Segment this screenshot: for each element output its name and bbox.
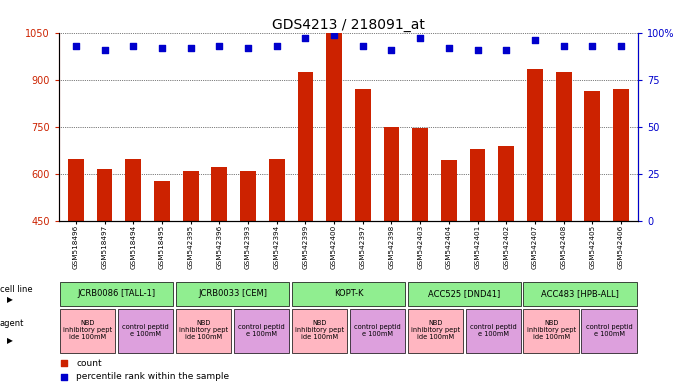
FancyBboxPatch shape: [524, 309, 579, 353]
Text: JCRB0033 [CEM]: JCRB0033 [CEM]: [198, 289, 267, 298]
Point: [300, 35, 311, 41]
Bar: [527, 69, 543, 221]
Point: [586, 43, 598, 49]
Point: [501, 46, 512, 53]
Bar: [555, 72, 571, 221]
Bar: [297, 72, 313, 221]
Point: [558, 43, 569, 49]
Point: [99, 46, 110, 53]
Bar: [68, 159, 83, 221]
Text: cell line: cell line: [0, 285, 32, 294]
Point: [386, 46, 397, 53]
Bar: [240, 171, 256, 221]
Point: [357, 43, 368, 49]
FancyBboxPatch shape: [292, 309, 347, 353]
Text: NBD
inhibitory pept
ide 100mM: NBD inhibitory pept ide 100mM: [411, 320, 460, 340]
Text: control peptid
e 100mM: control peptid e 100mM: [238, 324, 285, 337]
Text: ▶: ▶: [7, 295, 13, 304]
FancyBboxPatch shape: [118, 309, 173, 353]
FancyBboxPatch shape: [60, 309, 115, 353]
FancyBboxPatch shape: [466, 309, 521, 353]
Point: [615, 43, 627, 49]
Point: [214, 43, 225, 49]
Point: [415, 35, 426, 41]
Bar: [183, 170, 199, 221]
Bar: [441, 160, 457, 221]
Bar: [384, 127, 400, 221]
Bar: [211, 167, 227, 221]
Point: [59, 374, 70, 380]
Point: [70, 43, 81, 49]
Text: percentile rank within the sample: percentile rank within the sample: [76, 372, 229, 381]
Bar: [498, 146, 514, 221]
Bar: [126, 159, 141, 221]
Text: NBD
inhibitory pept
ide 100mM: NBD inhibitory pept ide 100mM: [526, 320, 576, 340]
Point: [185, 45, 196, 51]
Text: ACC525 [DND41]: ACC525 [DND41]: [428, 289, 500, 298]
Title: GDS4213 / 218091_at: GDS4213 / 218091_at: [272, 18, 425, 31]
Text: count: count: [76, 359, 101, 368]
Point: [472, 46, 483, 53]
Text: NBD
inhibitory pept
ide 100mM: NBD inhibitory pept ide 100mM: [63, 320, 112, 340]
Text: agent: agent: [0, 319, 24, 328]
Bar: [413, 128, 428, 221]
Point: [271, 43, 282, 49]
Bar: [584, 91, 600, 221]
Text: control peptid
e 100mM: control peptid e 100mM: [470, 324, 517, 337]
Point: [157, 45, 168, 51]
Text: JCRB0086 [TALL-1]: JCRB0086 [TALL-1]: [77, 289, 156, 298]
Bar: [97, 169, 112, 221]
Point: [59, 360, 70, 366]
Point: [128, 43, 139, 49]
Point: [529, 37, 540, 43]
FancyBboxPatch shape: [524, 282, 637, 306]
Text: control peptid
e 100mM: control peptid e 100mM: [122, 324, 169, 337]
Bar: [613, 89, 629, 221]
Text: ▶: ▶: [7, 336, 13, 345]
Bar: [326, 33, 342, 221]
Text: ACC483 [HPB-ALL]: ACC483 [HPB-ALL]: [542, 289, 619, 298]
FancyBboxPatch shape: [176, 282, 289, 306]
Point: [328, 31, 339, 38]
FancyBboxPatch shape: [350, 309, 405, 353]
Point: [444, 45, 455, 51]
FancyBboxPatch shape: [408, 282, 521, 306]
Text: NBD
inhibitory pept
ide 100mM: NBD inhibitory pept ide 100mM: [295, 320, 344, 340]
Bar: [269, 159, 284, 221]
FancyBboxPatch shape: [292, 282, 405, 306]
FancyBboxPatch shape: [176, 309, 231, 353]
Point: [242, 45, 253, 51]
Text: NBD
inhibitory pept
ide 100mM: NBD inhibitory pept ide 100mM: [179, 320, 228, 340]
Bar: [355, 89, 371, 221]
Bar: [154, 181, 170, 221]
Text: control peptid
e 100mM: control peptid e 100mM: [586, 324, 633, 337]
Text: KOPT-K: KOPT-K: [334, 289, 363, 298]
FancyBboxPatch shape: [234, 309, 289, 353]
Bar: [470, 149, 486, 221]
FancyBboxPatch shape: [60, 282, 173, 306]
Text: control peptid
e 100mM: control peptid e 100mM: [354, 324, 401, 337]
FancyBboxPatch shape: [582, 309, 637, 353]
FancyBboxPatch shape: [408, 309, 463, 353]
